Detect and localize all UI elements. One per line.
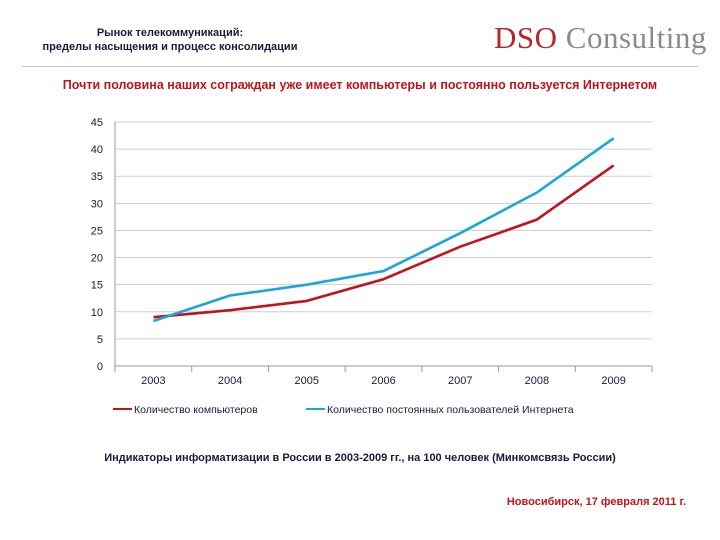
- y-tick-label: 20: [91, 253, 103, 265]
- company-logo: DSO Consulting: [494, 20, 707, 56]
- x-tick-label: 2006: [371, 375, 395, 387]
- legend-label: Количество постоянных пользователей Инте…: [327, 404, 574, 416]
- x-tick-label: 2003: [141, 375, 165, 387]
- y-tick-label: 30: [91, 198, 103, 210]
- chart-caption: Индикаторы информатизации в России в 200…: [104, 452, 616, 464]
- x-tick-label: 2009: [601, 375, 625, 387]
- y-tick-label: 45: [91, 117, 103, 129]
- header-title: Рынок телекоммуникаций: пределы насыщени…: [20, 26, 320, 54]
- x-tick-label: 2005: [295, 375, 319, 387]
- x-tick-label: 2008: [525, 375, 549, 387]
- x-tick-label: 2004: [218, 375, 242, 387]
- slide-headline: Почти половина наших сограждан уже имеет…: [62, 78, 658, 92]
- footer-location-date: Новосибирск, 17 февраля 2011 г.: [506, 496, 686, 508]
- logo-dso: DSO: [494, 20, 558, 55]
- line-chart: 0 5 10 15 20 25 30 35 40 45 2003 2004 2005 2006 2007 20…: [91, 117, 653, 416]
- y-tick-label: 35: [91, 171, 103, 183]
- y-tick-label: 15: [91, 280, 103, 292]
- header-divider: [22, 66, 698, 67]
- legend-label: Количество компьютеров: [134, 404, 258, 416]
- y-tick-label: 5: [97, 334, 103, 346]
- y-tick-label: 10: [91, 307, 103, 319]
- header-title-line1: Рынок телекоммуникаций:: [96, 27, 244, 39]
- y-tick-label: 25: [91, 225, 103, 237]
- logo-consulting: Consulting: [565, 20, 707, 55]
- header-title-line2: пределы насыщения и процесс консолидации: [42, 41, 298, 53]
- series-line-2: [152, 137, 615, 323]
- y-tick-label: 40: [91, 144, 103, 156]
- y-tick-label: 0: [97, 361, 103, 373]
- x-tick-label: 2007: [448, 375, 472, 387]
- series-line-1: [153, 164, 615, 319]
